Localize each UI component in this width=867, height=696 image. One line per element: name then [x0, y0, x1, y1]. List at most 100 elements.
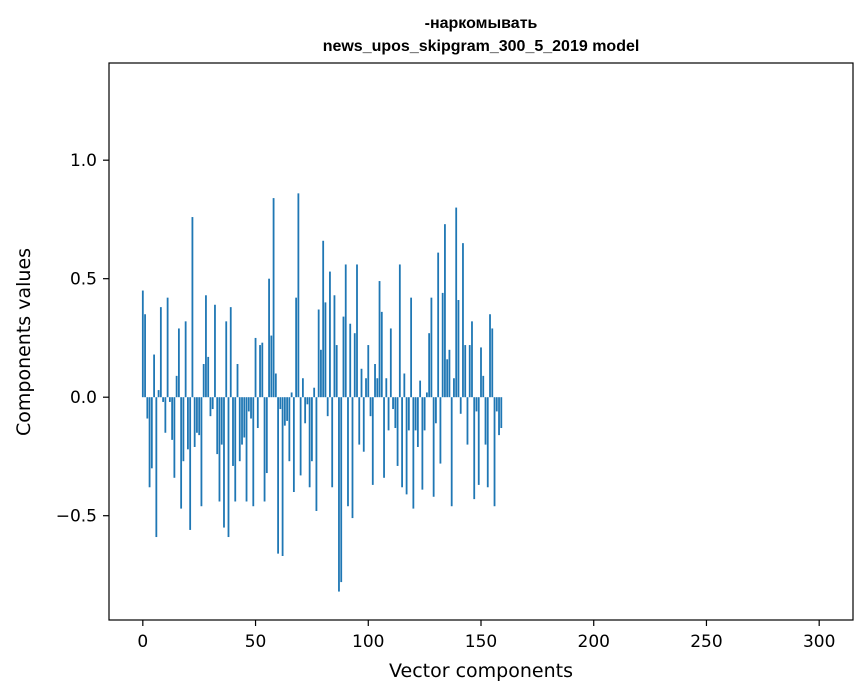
bar	[466, 397, 469, 445]
bar	[432, 397, 435, 497]
bar	[254, 337, 257, 398]
bar	[272, 198, 275, 398]
bar	[227, 397, 230, 538]
bar	[439, 397, 442, 464]
bar	[301, 378, 304, 398]
x-tick-label: 200	[578, 632, 610, 652]
bar	[177, 328, 180, 398]
bar	[403, 373, 406, 398]
bar	[241, 397, 243, 445]
bar	[398, 264, 401, 398]
bar	[216, 397, 219, 455]
bar	[362, 397, 365, 452]
bar	[414, 397, 417, 431]
bar	[484, 397, 487, 445]
bar	[211, 397, 214, 410]
bar	[473, 397, 476, 500]
bar	[387, 397, 390, 431]
bar	[218, 397, 221, 502]
bar	[326, 397, 329, 417]
x-tick-label: 250	[690, 632, 722, 652]
bar	[342, 316, 345, 398]
plot-frame	[108, 62, 854, 621]
bar	[159, 307, 162, 398]
x-axis-label: Vector components	[389, 660, 573, 682]
bar	[148, 397, 151, 488]
bar	[320, 349, 322, 398]
bar	[392, 397, 394, 410]
chart-title-line2: news_upos_skipgram_300_5_2019 model	[323, 38, 640, 55]
bar	[477, 397, 480, 485]
bar	[471, 321, 473, 398]
bar	[295, 297, 298, 398]
bar	[356, 264, 358, 398]
bar	[462, 243, 464, 398]
bar	[157, 390, 160, 398]
bar	[383, 397, 385, 478]
x-tick-label: 300	[803, 632, 835, 652]
bar	[234, 397, 237, 502]
bar	[214, 304, 216, 398]
bar	[153, 354, 155, 398]
bar	[144, 314, 146, 398]
bar	[166, 297, 169, 398]
bar	[349, 323, 352, 398]
bar	[193, 397, 196, 447]
bar	[407, 397, 410, 431]
bar	[306, 397, 309, 405]
bar	[245, 397, 248, 502]
bar	[171, 397, 174, 440]
bar	[444, 224, 446, 398]
bar	[437, 252, 440, 398]
bar	[223, 397, 225, 528]
bar	[277, 397, 279, 554]
bar	[279, 397, 282, 410]
y-axis-ticks: −0.5 0.0 0.5 1.0	[56, 151, 109, 527]
bar	[335, 345, 338, 398]
bar	[344, 264, 347, 398]
bar	[182, 397, 185, 462]
bar	[347, 397, 349, 507]
bar	[268, 278, 270, 398]
bar	[322, 240, 325, 398]
bar	[498, 397, 500, 436]
bar	[155, 397, 158, 538]
bar	[261, 342, 264, 398]
bar	[333, 295, 336, 398]
bar	[198, 397, 201, 436]
bar	[304, 397, 307, 424]
bar	[480, 347, 482, 398]
bar	[290, 392, 293, 398]
bar	[329, 271, 331, 398]
bar	[209, 397, 212, 417]
bar	[274, 373, 277, 398]
bar	[225, 321, 228, 398]
y-tick-label: 1.0	[70, 151, 97, 171]
bar	[421, 397, 424, 490]
bar	[425, 392, 428, 398]
chart-title-line1: -наркомывать	[425, 15, 538, 32]
y-tick-label: 0.5	[70, 270, 97, 290]
bar	[464, 345, 467, 398]
x-tick-label: 100	[352, 632, 384, 652]
bar	[196, 397, 198, 433]
bar	[252, 397, 255, 507]
bar	[419, 380, 422, 398]
bar	[238, 397, 241, 462]
bar	[243, 397, 246, 438]
bar	[412, 397, 415, 509]
bar	[283, 397, 286, 426]
bar	[459, 397, 462, 414]
bar	[308, 397, 311, 488]
bar	[500, 397, 503, 429]
bar	[270, 335, 273, 398]
bar	[162, 397, 165, 402]
bar	[446, 359, 449, 398]
bar	[247, 397, 250, 412]
bars-group	[141, 193, 503, 592]
bar	[455, 207, 458, 398]
bar	[236, 364, 239, 398]
bar	[150, 397, 153, 469]
bar	[389, 328, 392, 398]
